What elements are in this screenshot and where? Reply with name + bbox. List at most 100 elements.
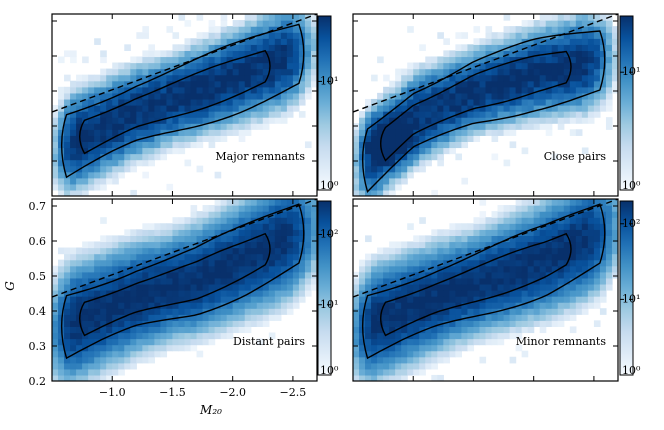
heatmap-cell (148, 111, 155, 118)
heatmap-cell (401, 326, 408, 334)
heatmap-cell (118, 338, 125, 346)
heatmap-cell (196, 217, 204, 224)
heatmap-cell (250, 56, 258, 64)
heatmap-cell (443, 259, 450, 267)
heatmap-cell (587, 92, 595, 100)
heatmap-cell (437, 117, 444, 124)
heatmap-cell (268, 277, 276, 285)
heatmap-cell (479, 290, 487, 297)
heatmap-cell (148, 241, 155, 249)
heatmap-cell (395, 320, 402, 327)
heatmap-cell (527, 265, 535, 273)
heatmap-cell (250, 44, 258, 51)
heatmap-cell (371, 332, 378, 340)
heatmap-cell (533, 80, 541, 88)
heatmap-cell (569, 86, 577, 94)
heatmap-cell (112, 350, 119, 358)
heatmap-cell (443, 135, 450, 142)
heatmap-cell (395, 241, 402, 249)
heatmap-cell (190, 44, 198, 51)
heatmap-cell (148, 265, 155, 273)
heatmap-cell (52, 135, 59, 142)
heatmap-cell (136, 241, 143, 249)
heatmap-cell (112, 111, 119, 118)
heatmap-cell (70, 141, 77, 149)
heatmap-cell (268, 80, 276, 88)
heatmap-cell (401, 332, 408, 340)
heatmap-cell (58, 129, 65, 136)
heatmap-cell (461, 229, 469, 236)
heatmap-cell (575, 92, 583, 100)
heatmap-cell (118, 74, 125, 82)
heatmap-cell (395, 362, 402, 370)
heatmap-cell (563, 92, 571, 100)
heatmap-cell (563, 296, 571, 303)
heatmap-cell (148, 223, 155, 230)
heatmap-cell (220, 38, 228, 45)
heatmap-cell (286, 235, 294, 243)
heatmap-cell (383, 247, 390, 255)
heatmap-cell (521, 117, 529, 124)
heatmap-cell (310, 235, 317, 243)
heatmap-cell (515, 277, 523, 285)
heatmap-cell (130, 241, 137, 249)
heatmap-cell (52, 117, 59, 124)
heatmap-cell (509, 265, 517, 273)
heatmap-cell (359, 129, 366, 136)
heatmap-cell (569, 326, 577, 334)
heatmap-cell (359, 111, 366, 118)
heatmap-cell (407, 129, 414, 136)
heatmap-cell (106, 177, 113, 185)
heatmap-cell (503, 229, 511, 236)
heatmap-cell (437, 68, 444, 76)
heatmap-cell (232, 80, 240, 88)
heatmap-cell (521, 290, 529, 297)
heatmap-cell (539, 290, 547, 297)
heatmap-cell (142, 271, 149, 279)
heatmap-cell (280, 259, 288, 267)
heatmap-cell (196, 56, 204, 64)
heatmap-cell (449, 105, 456, 112)
heatmap-cell (58, 277, 65, 285)
heatmap-cell (100, 74, 107, 82)
heatmap-cell (503, 14, 511, 21)
heatmap-cell (148, 62, 155, 70)
heatmap-cell (533, 259, 541, 267)
heatmap-cell (244, 247, 252, 255)
heatmap-cell (353, 356, 360, 364)
heatmap-cell (64, 374, 71, 381)
heatmap-cell (190, 338, 198, 346)
heatmap-cell (377, 159, 384, 167)
heatmap-cell (431, 74, 438, 82)
heatmap-cell (425, 302, 432, 309)
heatmap-cell (359, 374, 366, 381)
heatmap-cell (262, 314, 270, 321)
heatmap-cell (545, 129, 553, 136)
heatmap-cell (593, 62, 601, 70)
heatmap-cell (226, 80, 234, 88)
heatmap-cell (160, 147, 168, 155)
heatmap-cell (575, 129, 583, 136)
heatmap-cell (112, 247, 119, 255)
heatmap-cell (88, 338, 95, 346)
heatmap-cell (437, 290, 444, 297)
heatmap-cell (353, 368, 360, 376)
heatmap-cell (136, 117, 143, 124)
heatmap-cell (413, 159, 420, 167)
heatmap-cell (599, 277, 607, 285)
heatmap-cell (431, 271, 438, 279)
heatmap-cell (280, 117, 288, 124)
heatmap-cell (268, 302, 276, 309)
heatmap-cell (359, 147, 366, 155)
heatmap-cell (479, 129, 487, 136)
heatmap-cell (112, 290, 119, 297)
heatmap-cell (262, 199, 270, 206)
heatmap-cell (611, 86, 618, 94)
heatmap-cell (142, 326, 149, 334)
heatmap-cell (467, 277, 475, 285)
heatmap-cell (599, 50, 607, 58)
heatmap-cell (581, 44, 589, 51)
heatmap-cell (467, 44, 475, 51)
heatmap-cell (539, 68, 547, 76)
heatmap-cell (407, 165, 414, 173)
